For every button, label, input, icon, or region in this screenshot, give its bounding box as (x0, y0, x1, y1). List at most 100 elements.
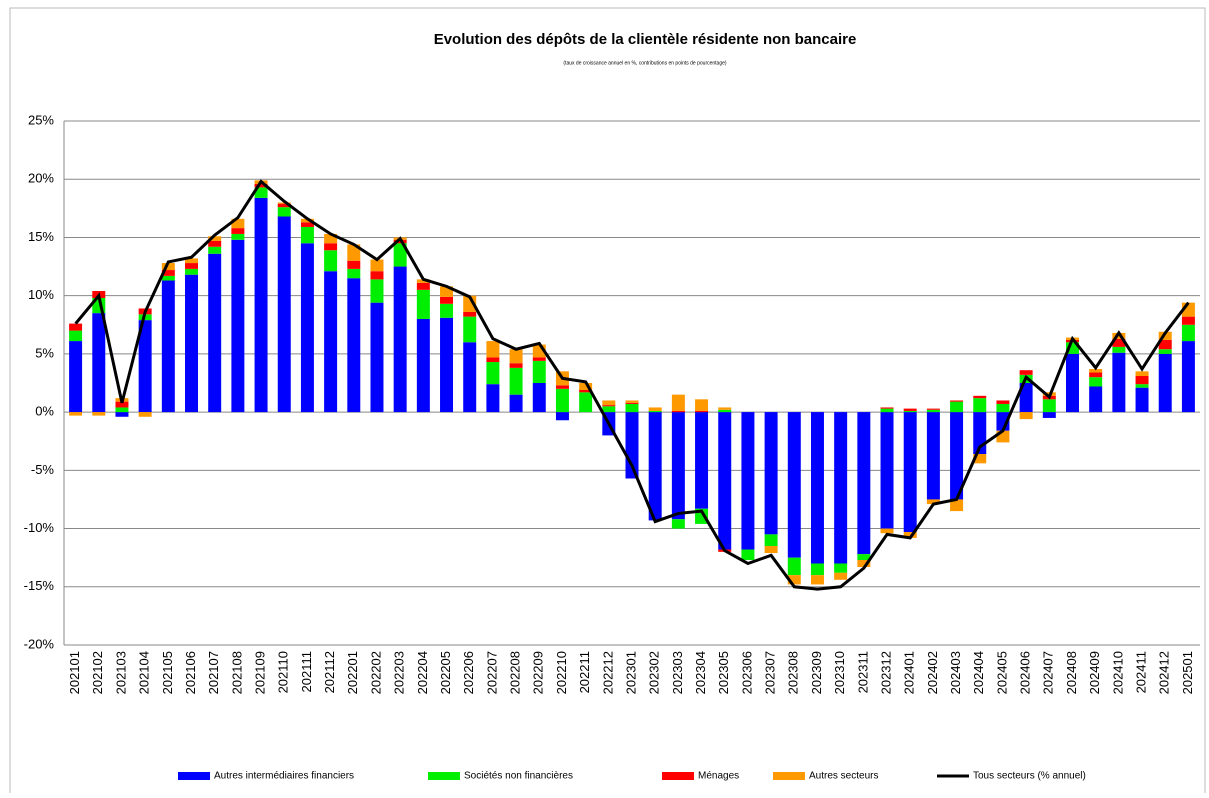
y-tick-label: 0% (35, 404, 54, 419)
x-tick-label: 202101 (67, 651, 82, 694)
bar-segment (231, 239, 245, 413)
legend-label: Autres intermédiaires financiers (214, 771, 354, 782)
bar-segment (602, 406, 616, 413)
bar-segment (231, 233, 245, 240)
bar-segment (92, 313, 106, 413)
bar-segment (185, 263, 199, 269)
x-tick-label: 202404 (971, 651, 986, 694)
bar-segment (1089, 386, 1103, 413)
bar-segment (1065, 353, 1079, 413)
bar-segment (440, 303, 454, 318)
bar-segment (718, 407, 732, 410)
x-tick-label: 202105 (160, 651, 175, 694)
x-tick-label: 202305 (716, 651, 731, 694)
bar-segment (950, 400, 964, 402)
x-tick-label: 202201 (345, 651, 360, 694)
bar-segment (996, 430, 1010, 443)
bar-segment (509, 363, 523, 368)
x-tick-label: 202308 (786, 651, 801, 694)
bar-segment (300, 222, 314, 227)
x-tick-label: 202106 (183, 651, 198, 694)
y-tick-label: 20% (28, 171, 54, 186)
legend-swatch (178, 772, 210, 780)
x-tick-label: 202304 (693, 651, 708, 694)
legend-label: Sociétés non financières (464, 771, 573, 782)
y-tick-label: 5% (35, 345, 54, 360)
bar-segment (810, 563, 824, 576)
bar-segment (973, 395, 987, 399)
bar-segment (741, 549, 755, 560)
bar-segment (880, 408, 894, 413)
bar-segment (857, 554, 871, 560)
bar-segment (161, 275, 175, 281)
bar-segment (393, 266, 407, 413)
bar-segment (648, 410, 662, 413)
bar-segment (787, 412, 801, 558)
x-tick-label: 202205 (438, 651, 453, 694)
x-tick-label: 202402 (925, 651, 940, 694)
bar-segment (509, 349, 523, 364)
y-tick-label: 10% (28, 287, 54, 302)
bar-segment (810, 575, 824, 585)
x-tick-label: 202303 (670, 651, 685, 694)
x-tick-label: 202206 (461, 651, 476, 694)
bar-segment (926, 409, 940, 413)
bar-segment (903, 412, 917, 533)
legend-label: Tous secteurs (% annuel) (973, 771, 1086, 782)
bar-segment (718, 409, 732, 413)
legend-swatch (428, 772, 460, 780)
bar-segment (532, 357, 546, 361)
bar-segment (300, 243, 314, 413)
x-tick-label: 202310 (832, 651, 847, 694)
x-tick-label: 202405 (994, 651, 1009, 694)
total-line (74, 179, 1190, 591)
y-tick-label: 25% (28, 112, 54, 127)
bar-segment (880, 412, 894, 529)
x-tick-label: 202311 (855, 651, 870, 693)
bar-segment (1112, 346, 1126, 353)
bar-segment (161, 280, 175, 413)
bar-segment (973, 454, 987, 464)
bar-segment (277, 207, 291, 217)
bar-segment (115, 401, 129, 408)
bar-segment (695, 410, 709, 413)
bar-segment (950, 412, 964, 500)
bar-segment (950, 401, 964, 413)
bar-segment (277, 203, 291, 208)
x-tick-label: 202104 (137, 651, 152, 694)
bar-segment (254, 197, 268, 413)
bar-segment (834, 412, 848, 564)
bar-segment (463, 342, 477, 413)
x-tick-label: 202209 (531, 651, 546, 694)
bar-segment (416, 279, 430, 283)
bar-segment (92, 412, 106, 416)
bar-segment (787, 557, 801, 576)
x-tick-label: 202306 (739, 651, 754, 694)
bar-segment (764, 546, 778, 554)
bar-segment (1112, 352, 1126, 413)
bar-segment (996, 403, 1010, 413)
bar-segment (764, 534, 778, 547)
bar-segment (741, 412, 755, 550)
chart-subtitle: (taux de croissance annuel en %, contrib… (563, 60, 726, 66)
x-tick-label: 202401 (902, 651, 917, 694)
bar-segment (277, 216, 291, 413)
bar-segment (440, 286, 454, 297)
bar-segment (555, 388, 569, 413)
bar-segment (1135, 387, 1149, 413)
bar-segment (1089, 372, 1103, 378)
x-tick-label: 202111 (299, 651, 314, 692)
bar-segment (347, 278, 361, 413)
bar-segment (579, 392, 593, 413)
x-tick-label: 202210 (554, 651, 569, 694)
x-tick-label: 202202 (368, 651, 383, 694)
bar-segment (370, 302, 384, 413)
x-tick-label: 202208 (508, 651, 523, 694)
bar-segment (1158, 339, 1172, 350)
bar-segment (1181, 316, 1195, 325)
legend-swatch (773, 772, 805, 780)
bar-segment (1019, 412, 1033, 420)
bar-segment (416, 289, 430, 319)
bar-segment (254, 183, 268, 188)
